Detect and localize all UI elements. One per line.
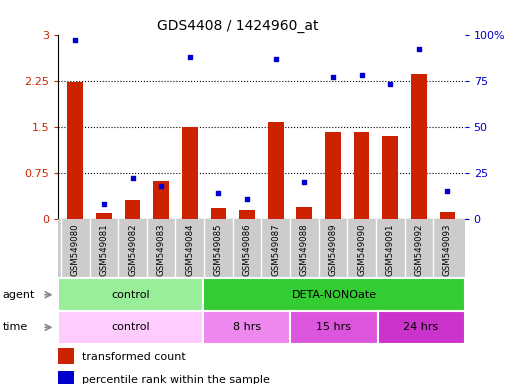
Text: GSM549080: GSM549080 bbox=[71, 223, 80, 276]
Text: time: time bbox=[3, 322, 28, 333]
Bar bbox=[203, 311, 290, 344]
Text: GSM549081: GSM549081 bbox=[99, 223, 108, 276]
Bar bbox=[378, 311, 465, 344]
Text: GSM549083: GSM549083 bbox=[157, 223, 166, 276]
Bar bbox=[203, 278, 465, 311]
Bar bbox=[125, 200, 140, 219]
Text: 8 hrs: 8 hrs bbox=[233, 322, 261, 333]
Text: GSM549092: GSM549092 bbox=[414, 223, 423, 276]
Text: transformed count: transformed count bbox=[82, 352, 186, 362]
Bar bbox=[268, 122, 284, 219]
Point bbox=[243, 195, 251, 202]
Bar bbox=[58, 311, 203, 344]
Point bbox=[300, 179, 308, 185]
Point bbox=[128, 175, 137, 181]
Text: GSM549089: GSM549089 bbox=[328, 223, 337, 276]
Bar bbox=[58, 371, 74, 384]
Point bbox=[443, 188, 451, 194]
Bar bbox=[296, 207, 312, 219]
Point bbox=[185, 54, 194, 60]
Bar bbox=[58, 278, 203, 311]
Bar bbox=[182, 127, 197, 219]
Text: control: control bbox=[111, 322, 150, 333]
Text: percentile rank within the sample: percentile rank within the sample bbox=[82, 375, 270, 384]
Bar bbox=[325, 132, 341, 219]
Text: DETA-NONOate: DETA-NONOate bbox=[291, 290, 376, 300]
Text: 15 hrs: 15 hrs bbox=[316, 322, 352, 333]
Bar bbox=[58, 348, 74, 364]
Point bbox=[214, 190, 223, 196]
Bar bbox=[382, 136, 398, 219]
Text: GSM549084: GSM549084 bbox=[185, 223, 194, 276]
Text: GDS4408 / 1424960_at: GDS4408 / 1424960_at bbox=[157, 19, 318, 33]
Point bbox=[271, 55, 280, 61]
Text: 24 hrs: 24 hrs bbox=[403, 322, 439, 333]
Point bbox=[329, 74, 337, 80]
Bar bbox=[68, 83, 83, 219]
Point bbox=[414, 46, 423, 52]
Point bbox=[100, 201, 108, 207]
Text: agent: agent bbox=[3, 290, 35, 300]
Point bbox=[157, 183, 165, 189]
Point bbox=[386, 81, 394, 88]
Point bbox=[357, 72, 366, 78]
Text: control: control bbox=[111, 290, 150, 300]
Point bbox=[71, 37, 80, 43]
Text: GSM549085: GSM549085 bbox=[214, 223, 223, 276]
Text: GSM549082: GSM549082 bbox=[128, 223, 137, 276]
Text: GSM549087: GSM549087 bbox=[271, 223, 280, 276]
Text: GSM549091: GSM549091 bbox=[385, 223, 395, 276]
Bar bbox=[290, 311, 378, 344]
Text: GSM549093: GSM549093 bbox=[443, 223, 452, 276]
Bar bbox=[239, 210, 255, 219]
Bar bbox=[411, 74, 427, 219]
Bar bbox=[96, 213, 112, 219]
Text: GSM549088: GSM549088 bbox=[300, 223, 309, 276]
Bar bbox=[211, 208, 227, 219]
Bar bbox=[153, 181, 169, 219]
Bar bbox=[440, 212, 455, 219]
Bar bbox=[354, 132, 370, 219]
Text: GSM549086: GSM549086 bbox=[242, 223, 251, 276]
Text: GSM549090: GSM549090 bbox=[357, 223, 366, 276]
